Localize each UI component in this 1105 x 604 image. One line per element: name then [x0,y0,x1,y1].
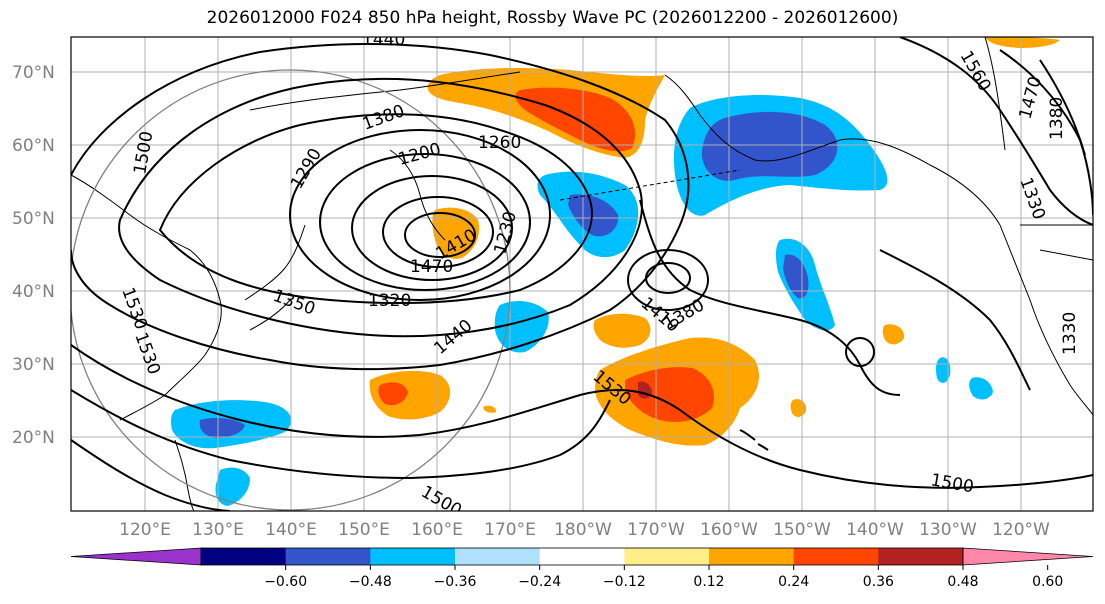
contour-1380 [118,77,643,338]
longitude-labels: 120°E 130°E 140°E 150°E 160°E 170°E 180°… [119,520,1050,540]
coast-philippines [174,439,195,511]
coast-siberia [249,71,521,111]
contour-east-2 [1039,59,1086,156]
coast-hawaii [739,429,769,451]
colorbar-extend-low [70,547,202,566]
lat-tick-label: 40°N [12,282,55,302]
colorbar-swatch [285,548,371,565]
colorbar-tick-label: −0.36 [434,574,477,590]
coast-kamchatka [389,149,446,241]
contour-high-1 [645,262,691,294]
lon-tick-label: 170°W [627,520,685,540]
contour-label: 1380 [1047,97,1067,140]
anomaly-region-south-china-sea [215,467,250,506]
colorbar-tick-label: −0.12 [603,574,646,590]
colorbar-swatch [878,548,964,565]
lon-tick-label: 160°E [411,520,463,540]
contour-west-1560 [71,439,231,511]
projection-circle [71,69,511,511]
lat-tick-label: 60°N [12,136,55,156]
lon-tick-label: 120°E [119,520,171,540]
colorbar-tick-label: −0.60 [264,574,307,590]
anomaly-region-small-south [483,405,497,413]
coast-canada-border [984,37,1093,261]
contour-1530 [71,389,611,480]
contour-label: 1320 [368,291,411,311]
colorbar-tick-label: 0.48 [947,574,978,590]
positive-anomaly-layer [369,37,1060,446]
anomaly-region-arctic-top [985,37,1060,48]
lat-tick-label: 70°N [12,63,55,83]
lon-tick-label: 180°W [554,520,612,540]
lon-tick-label: 140°E [265,520,317,540]
lon-tick-label: 130°W [919,520,977,540]
colorbar-tick-label: 0.12 [693,574,724,590]
lon-tick-label: 160°W [700,520,758,540]
lon-tick-label: 150°W [773,520,831,540]
anomaly-region-bering-south-core [568,194,619,237]
anomaly-region-central-pacific-core [625,367,714,422]
lon-tick-label: 170°E [484,520,536,540]
map-frame [70,36,1094,512]
contour-1440 [71,43,690,371]
contour-label: 1260 [478,133,521,153]
height-contours [71,37,1093,511]
anomaly-region-subtropical-west-core [378,382,408,406]
coast-alaska [664,74,1001,226]
contour-low-1 [404,212,476,258]
lat-tick-label: 30°N [12,355,55,375]
colorbar-tick-label: 0.24 [778,574,809,590]
colorbar-tick-label: 0.60 [1032,574,1063,590]
contour-small-low [845,337,875,367]
map-title: 2026012000 F024 850 hPa height, Rossby W… [206,8,899,28]
contour-low-3 [351,175,513,281]
graticule [71,37,1093,511]
contour-southeast [879,249,1031,391]
colorbar: −0.60 −0.48 −0.36 −0.24 −0.12 0.12 0.24 0.36 0.4… [70,547,1094,590]
colorbar-swatch [201,548,287,565]
anomaly-region-philippine-sea-core [199,417,245,438]
colorbar-tick-label: −0.24 [518,574,561,590]
anomaly-region-northeast-small [882,324,905,345]
contour-1320 [158,113,593,304]
colorbar-tick-label: −0.48 [349,574,392,590]
anomaly-region-hawaii-north [593,313,651,348]
contour-high-2 [627,249,709,311]
contour-label: 1330 [1060,312,1080,355]
lat-tick-label: 20°N [12,428,55,448]
contour-northeast [899,37,1093,226]
colorbar-tick-label: 0.36 [863,574,894,590]
coast-aleutians [559,169,741,201]
lon-tick-label: 150°E [338,520,390,540]
contour-label: 1440 [362,30,405,50]
contour-low-2 [382,196,494,268]
anomaly-region-bering-sea-core [515,87,636,152]
colorbar-swatch [709,548,795,565]
colorbar-frame [200,547,964,566]
lon-tick-label: 130°E [192,520,244,540]
anomaly-region-baja [969,377,993,400]
colorbar-swatch [624,548,710,565]
colorbar-swatch [370,548,456,565]
lat-tick-label: 50°N [12,209,55,229]
colorbar-swatch [793,548,879,565]
contour-low-4 [319,153,531,291]
lon-tick-label: 120°W [992,520,1050,540]
colorbar-swatch [455,548,541,565]
colorbar-swatch [539,548,625,565]
coast-japan [244,224,306,331]
anomaly-region-gulf-alaska-core [701,111,838,181]
contour-label: 1470 [410,257,453,277]
latitude-labels: 70°N 60°N 50°N 40°N 30°N 20°N [12,63,55,448]
coast-northamerica-west [999,224,1093,416]
lon-tick-label: 140°W [846,520,904,540]
contour-east-high [999,49,1093,216]
contour-1500 [71,344,1093,489]
colorbar-extend-high [962,547,1094,566]
contour-low-5 [289,129,551,301]
